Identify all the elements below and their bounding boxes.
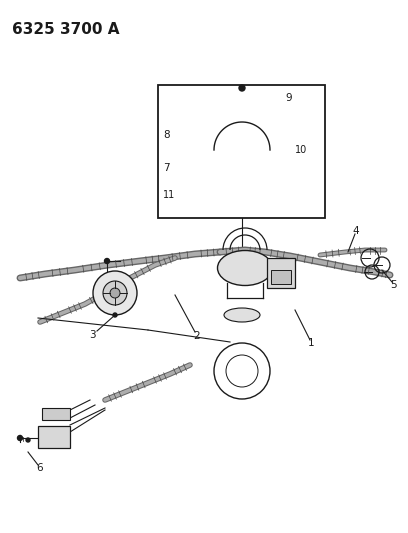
Ellipse shape bbox=[224, 308, 260, 322]
Text: 11: 11 bbox=[163, 190, 175, 200]
Text: 2: 2 bbox=[193, 331, 200, 341]
Bar bbox=[267, 258, 295, 288]
Ellipse shape bbox=[217, 251, 273, 286]
Circle shape bbox=[113, 313, 117, 317]
Text: 1: 1 bbox=[308, 338, 315, 348]
Bar bbox=[42, 408, 70, 420]
Text: 9: 9 bbox=[285, 93, 292, 103]
Bar bbox=[158, 85, 325, 218]
Text: 3: 3 bbox=[89, 330, 95, 340]
Text: 6325 3700 A: 6325 3700 A bbox=[12, 22, 120, 37]
Circle shape bbox=[104, 259, 109, 263]
Text: 4: 4 bbox=[352, 226, 359, 236]
Circle shape bbox=[239, 85, 245, 91]
Bar bbox=[38, 426, 70, 448]
Circle shape bbox=[103, 281, 127, 305]
Text: 6: 6 bbox=[36, 463, 42, 473]
Circle shape bbox=[110, 288, 120, 298]
Bar bbox=[271, 270, 291, 284]
Text: 7: 7 bbox=[163, 163, 170, 173]
Text: 10: 10 bbox=[295, 145, 307, 155]
Circle shape bbox=[26, 438, 30, 442]
Circle shape bbox=[18, 435, 22, 440]
Text: 8: 8 bbox=[163, 130, 170, 140]
Text: 5: 5 bbox=[390, 280, 397, 290]
Circle shape bbox=[93, 271, 137, 315]
